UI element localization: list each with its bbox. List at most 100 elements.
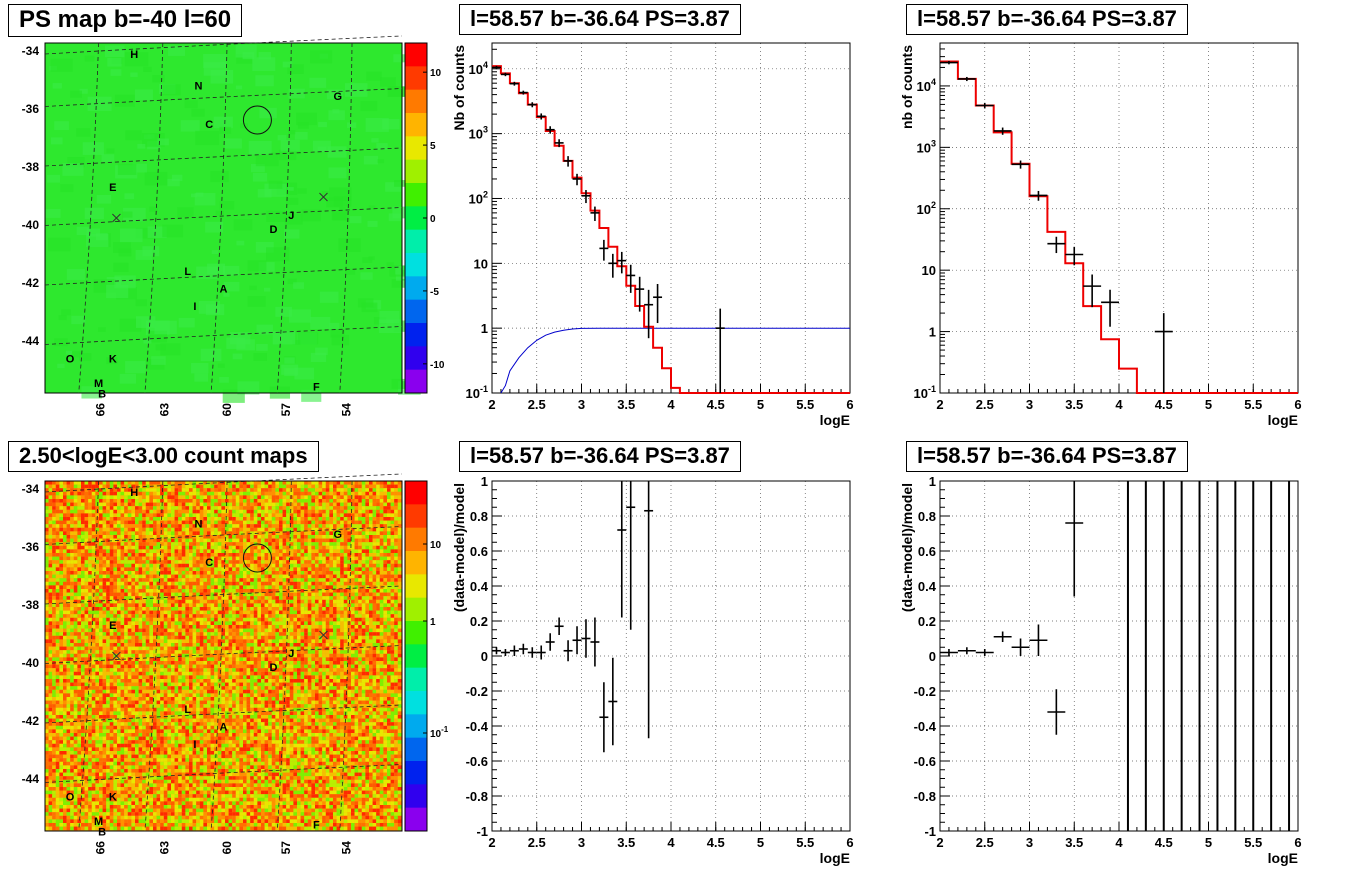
map-pixel: [288, 130, 296, 135]
map-pixel: [385, 182, 402, 192]
map-pixel: [236, 339, 255, 351]
map-pixel: [213, 116, 233, 129]
map-grid: [44, 473, 403, 832]
svg-text:104: 104: [917, 77, 936, 94]
x-tick-label: 3.5: [1065, 835, 1083, 850]
map-pixel: [223, 293, 230, 297]
map-pixel: [215, 210, 224, 216]
map-pixel: [124, 193, 135, 200]
map-pixel: [143, 338, 152, 344]
y-tick-label: -44: [22, 334, 40, 348]
map-pixel: [287, 278, 297, 285]
map-pixel: [81, 386, 102, 399]
map-pixel: [191, 362, 209, 374]
color-bar-step: [405, 597, 427, 622]
map-pixel: [86, 233, 109, 248]
residual-point: [545, 633, 555, 651]
y-tick-label: -0.4: [466, 719, 489, 734]
svg-text:1: 1: [481, 321, 488, 336]
x-tick-label: 5.5: [796, 835, 814, 850]
map-pixel: [67, 157, 85, 168]
color-bar-step: [405, 159, 427, 184]
color-bar-step: [405, 206, 427, 231]
residual-title: l=58.57 b=-36.64 PS=3.87: [459, 441, 741, 472]
map-pixel: [117, 163, 137, 175]
source-label: K: [109, 792, 117, 804]
svg-text:103: 103: [469, 125, 488, 142]
data-point: [599, 239, 609, 261]
map-pixel: [104, 45, 125, 58]
data-point: [1101, 289, 1119, 327]
map-pixel: [332, 212, 346, 221]
map-pixel: [124, 52, 149, 67]
color-bar-label: 0: [430, 214, 436, 225]
y-tick-label: -0.8: [914, 789, 936, 804]
grid-meridian: [144, 480, 164, 832]
y-tick-label: -1: [924, 824, 936, 839]
data-point: [1047, 236, 1066, 254]
data-point: [644, 289, 654, 339]
color-bar-step: [405, 574, 427, 599]
map-pixel: [391, 279, 407, 288]
y-tick-label: 10: [474, 256, 488, 271]
grid-parallel: [44, 266, 403, 286]
color-bar: 10 1 10-1: [404, 480, 449, 832]
residual-point: [554, 617, 564, 635]
residual-point: [993, 631, 1012, 642]
data-point: [518, 90, 528, 95]
plot-frame: [939, 42, 1299, 394]
grid-meridian: [276, 480, 292, 832]
residual-point: [1047, 689, 1066, 735]
map-pixel: [376, 143, 388, 150]
x-tick-label: 2.5: [976, 835, 994, 850]
source-label: J: [288, 210, 294, 222]
x-tick-label: 5: [1205, 835, 1212, 850]
data-point: [563, 156, 573, 167]
color-bar-step: [405, 346, 427, 371]
map-pixel: [162, 84, 181, 96]
residual-point: [957, 647, 976, 655]
y-tick-label: 0.4: [918, 579, 937, 594]
source-label: N: [195, 81, 203, 93]
residual-point: [608, 657, 618, 746]
y-axis-title: (data-model)/model: [899, 483, 915, 612]
map-pixel: [268, 180, 283, 189]
data-point: [940, 60, 958, 65]
map-pixel: [137, 143, 146, 149]
map-pixel: [393, 54, 407, 63]
y-tick-label: 10: [922, 263, 936, 278]
x-tick-label: 57: [279, 403, 293, 417]
map-pixel: [326, 89, 344, 100]
map-pixel: [318, 121, 327, 128]
color-bar-step: [405, 369, 427, 394]
map-pixel: [360, 100, 378, 112]
map-pixel: [233, 219, 253, 231]
map-pixel: [312, 140, 331, 152]
map-pixel: [357, 298, 374, 308]
grid-parallel: [44, 147, 403, 167]
x-axis-title: logE: [820, 412, 850, 428]
map-pixel: [266, 247, 290, 262]
map-pixel: [393, 320, 413, 332]
color-bar-step: [405, 761, 427, 785]
x-axis-title: logE: [820, 850, 850, 866]
y-tick-label: 1: [481, 474, 488, 489]
svg-text:10-1: 10-1: [914, 384, 936, 401]
color-bar-step: [405, 113, 427, 137]
grid-meridian: [144, 42, 164, 394]
map-pixel: [168, 45, 186, 56]
x-tick-label: 2: [936, 397, 943, 412]
map-pixel: [282, 61, 293, 68]
residual-point: [599, 682, 609, 753]
map-pixel: [119, 318, 142, 332]
map-pixel: [377, 159, 385, 164]
source-label: J: [288, 648, 294, 660]
x-tick-label: 54: [340, 841, 354, 855]
map-pixel: [292, 339, 301, 345]
data-point: [509, 81, 519, 86]
cross-marker: [319, 192, 328, 202]
map-pixel: [224, 138, 242, 149]
map-pixel: [258, 262, 275, 272]
color-bar-step: [405, 644, 427, 669]
